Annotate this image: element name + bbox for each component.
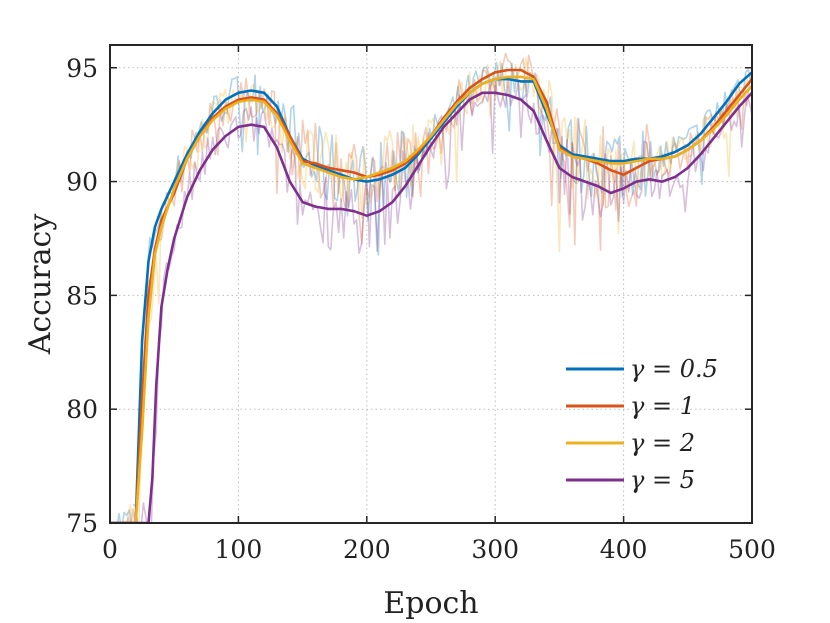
grid bbox=[110, 45, 752, 523]
series-line-0 bbox=[110, 71, 752, 523]
axis-ticks bbox=[109, 45, 753, 524]
legend-label-1: γ = 1 bbox=[630, 392, 695, 420]
y-tick-label-90: 90 bbox=[66, 168, 98, 197]
x-tick-label-400: 400 bbox=[600, 535, 648, 564]
x-tick-label-0: 0 bbox=[102, 535, 118, 564]
tick-labels: 0 100 200 300 400 500 75 80 85 90 95 bbox=[66, 54, 776, 564]
x-tick-label-200: 200 bbox=[343, 535, 391, 564]
series-raw-2 bbox=[126, 57, 752, 523]
legend-label-2: γ = 2 bbox=[630, 429, 695, 457]
legend-label-0: γ = 0.5 bbox=[630, 355, 718, 383]
y-tick-label-85: 85 bbox=[66, 281, 98, 310]
series-line-2 bbox=[110, 75, 752, 523]
y-tick-label-95: 95 bbox=[66, 54, 98, 83]
x-tick-label-500: 500 bbox=[728, 535, 776, 564]
x-tick-label-100: 100 bbox=[215, 535, 263, 564]
legend-label-3: γ = 5 bbox=[630, 466, 695, 494]
y-tick-label-75: 75 bbox=[66, 509, 98, 538]
y-tick-label-80: 80 bbox=[66, 395, 98, 424]
series-raw-1 bbox=[125, 52, 752, 523]
series-layer bbox=[110, 68, 752, 523]
x-tick-label-300: 300 bbox=[471, 535, 519, 564]
legend: γ = 0.5 γ = 1 γ = 2 γ = 5 bbox=[566, 355, 718, 494]
plot-frame bbox=[109, 44, 753, 524]
y-axis-title: Accuracy bbox=[23, 214, 58, 356]
series-line-3 bbox=[110, 91, 752, 523]
x-axis-title: Epoch bbox=[383, 586, 478, 621]
